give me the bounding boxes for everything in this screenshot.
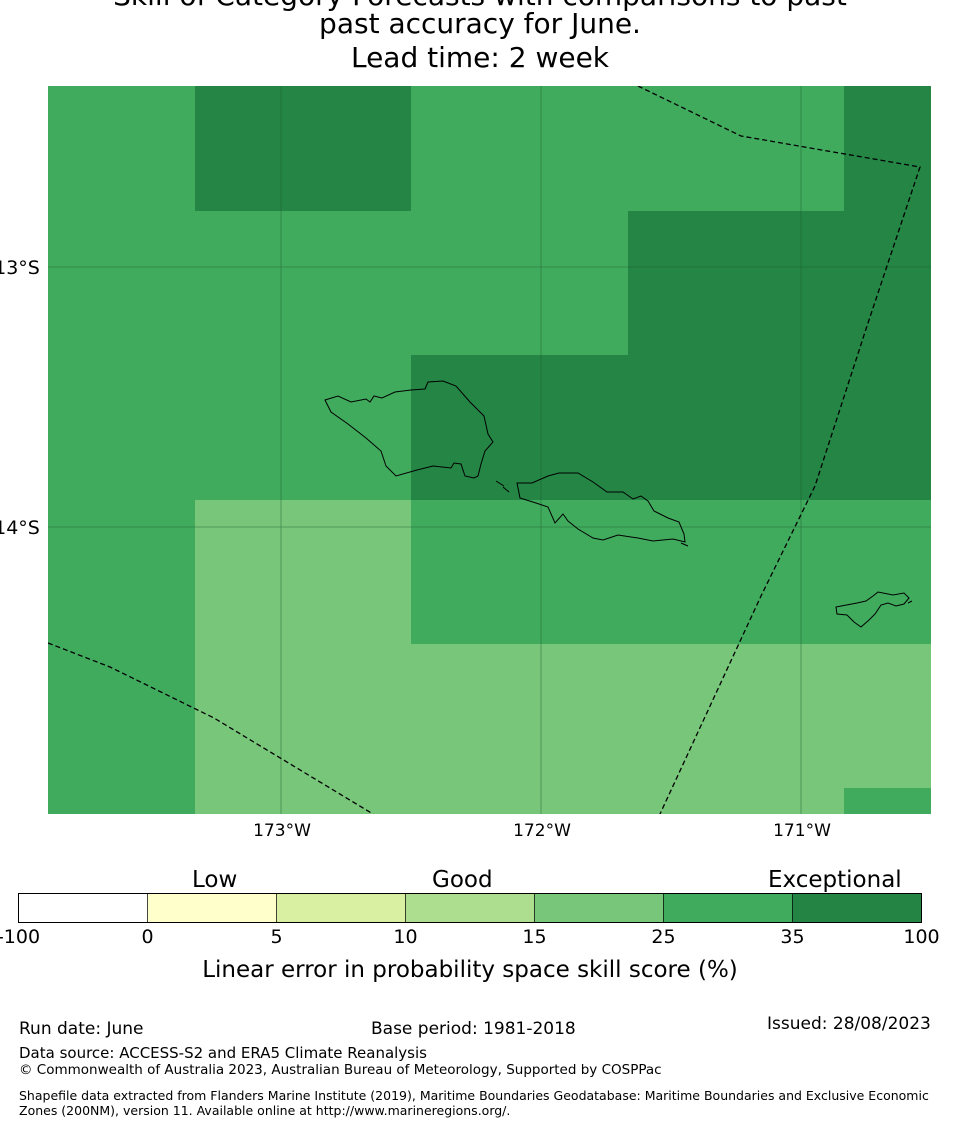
colorbar-tick-label: 5 — [270, 926, 283, 948]
colorbar-segment — [792, 893, 922, 923]
title-line-1: Skill of Category Forecasts with compari… — [0, 0, 960, 13]
colorbar-tick-label: 25 — [651, 926, 676, 948]
lon-label-172w: 172°W — [513, 821, 571, 841]
colorbar-tick-label: 35 — [780, 926, 805, 948]
grid-cell-light — [195, 500, 411, 814]
colorbar-tick-label: -100 — [0, 926, 41, 948]
grid-cell-mid — [844, 788, 931, 814]
shapefile-credit: Shapefile data extracted from Flanders M… — [19, 1088, 929, 1118]
copyright: © Commonwealth of Australia 2023, Austra… — [19, 1062, 662, 1078]
colorbar-title: Linear error in probability space skill … — [202, 957, 738, 983]
colorbar-segment — [147, 893, 277, 923]
grid-cell-dark — [195, 86, 411, 211]
issued-date: Issued: 28/08/2023 — [767, 1014, 931, 1034]
lat-label-14s: 14°S — [0, 517, 40, 539]
grid-cell-dark — [844, 86, 931, 211]
colorbar-tick-label: 100 — [903, 926, 940, 948]
colorbar — [18, 893, 922, 923]
colorbar-segment — [534, 893, 664, 923]
base-period: Base period: 1981-2018 — [371, 1019, 576, 1039]
colorbar-tick-label: 15 — [522, 926, 547, 948]
colorbar-tick-label: 10 — [393, 926, 418, 948]
grid-cell-light — [411, 644, 931, 814]
colorbar-segment — [663, 893, 793, 923]
category-label-good: Good — [432, 867, 493, 893]
grid-cell-dark — [411, 355, 931, 500]
lat-label-13s: 13°S — [0, 257, 40, 279]
lon-label-171w: 171°W — [773, 821, 831, 841]
colorbar-segment — [18, 893, 148, 923]
colorbar-segment — [276, 893, 406, 923]
colorbar-tick-label: 0 — [141, 926, 154, 948]
category-label-low: Low — [192, 867, 238, 893]
data-source: Data source: ACCESS-S2 and ERA5 Climate … — [19, 1044, 427, 1062]
run-date: Run date: June — [19, 1019, 144, 1039]
colorbar-segment — [405, 893, 535, 923]
skill-map — [48, 86, 931, 814]
samoa-coastline — [324, 380, 913, 628]
title-line-2: past accuracy for June. — [319, 7, 641, 40]
maritime-boundary-lines — [48, 86, 921, 814]
gridlines — [48, 86, 931, 814]
category-label-exceptional: Exceptional — [768, 867, 902, 893]
grid-cell-dark — [628, 211, 931, 355]
title-line-3: Lead time: 2 week — [350, 41, 610, 74]
lon-label-173w: 173°W — [253, 821, 311, 841]
